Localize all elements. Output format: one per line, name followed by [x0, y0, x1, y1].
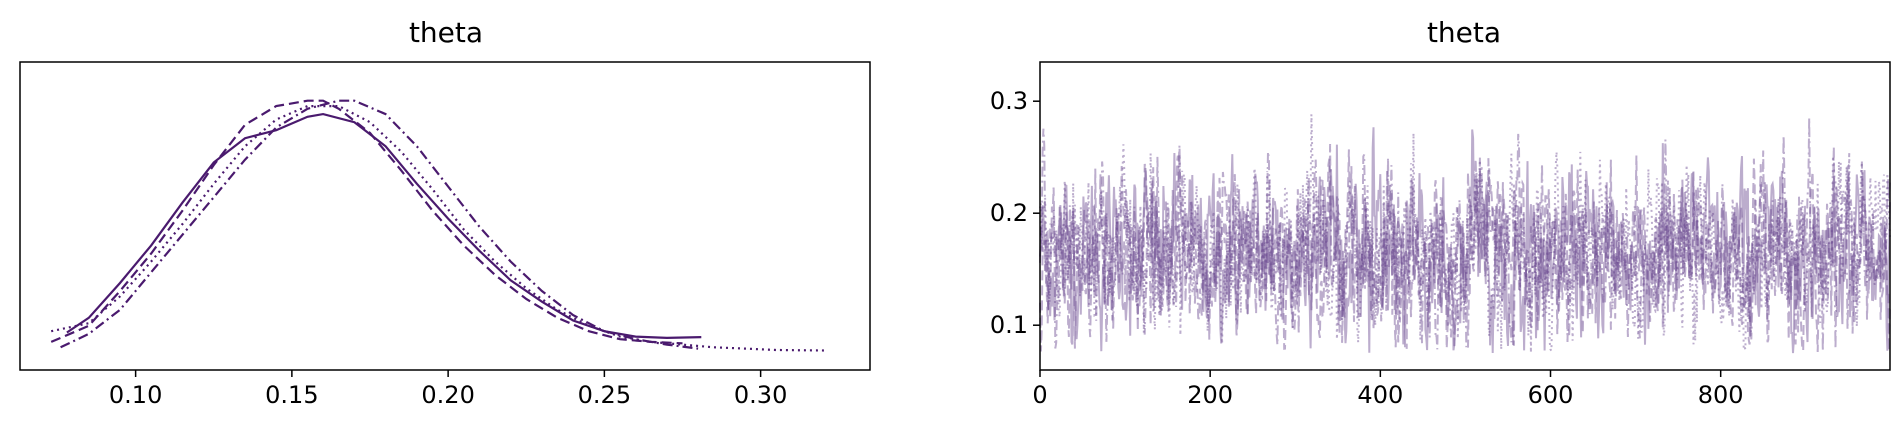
trace-x-tick-label: 0 [1032, 381, 1047, 409]
trace-x-tick-label: 200 [1187, 381, 1233, 409]
kde-chain-3-line [50, 105, 827, 352]
kde-x-ticks: 0.10 0.15 0.20 0.25 0.30 [109, 370, 787, 409]
kde-axes-frame [19, 61, 871, 371]
kde-lines [50, 99, 827, 352]
trace-y-ticks: 0.1 0.2 0.3 [990, 87, 1040, 339]
trace-x-tick-label: 400 [1357, 381, 1403, 409]
trace-y-tick-label: 0.1 [990, 311, 1028, 339]
trace-y-tick-label: 0.3 [990, 87, 1028, 115]
kde-x-tick-label: 0.25 [578, 381, 631, 409]
kde-chain-2-line [50, 99, 683, 345]
trace-y-tick-label: 0.2 [990, 199, 1028, 227]
kde-chain-4-line [60, 99, 699, 350]
trace-axes-frame [1039, 61, 1891, 371]
trace-chain-3-line [1039, 114, 1891, 355]
kde-x-tick-label: 0.20 [421, 381, 474, 409]
kde-x-tick-label: 0.30 [734, 381, 787, 409]
trace-x-ticks: 0 200 400 600 800 [1032, 370, 1744, 409]
kde-x-tick-label: 0.15 [265, 381, 318, 409]
trace-title: theta [1427, 16, 1501, 49]
trace-panel: theta 0 200 400 600 800 0.1 0.2 0.3 [990, 16, 1891, 409]
trace-chain-4-line [1039, 117, 1891, 352]
trace-chain-1-line [1039, 127, 1891, 354]
kde-chain-1-line [66, 112, 702, 340]
trace-x-tick-label: 600 [1528, 381, 1574, 409]
trace-chain-2-line [1039, 146, 1891, 353]
trace-x-tick-label: 800 [1698, 381, 1744, 409]
kde-x-tick-label: 0.10 [109, 381, 162, 409]
trace-lines [1039, 114, 1891, 355]
kde-panel: theta 0.10 0.15 0.20 0.25 0.30 [19, 16, 871, 409]
kde-title: theta [409, 16, 483, 49]
